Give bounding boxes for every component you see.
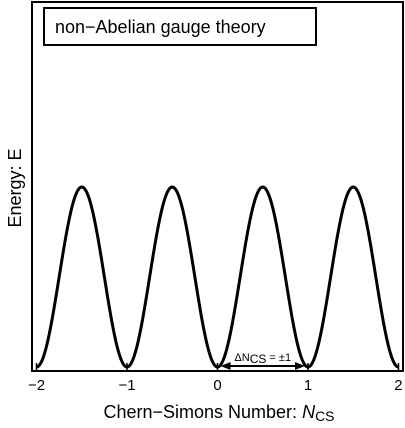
x-axis-ticks — [35, 363, 400, 371]
annotation-arrow-head-right — [294, 362, 305, 370]
delta-ncs-annotation: ΔNCS = ±1 — [220, 352, 305, 370]
energy-curve — [36, 185, 399, 369]
plot-frame — [31, 1, 404, 372]
legend-box: non−Abelian gauge theory — [43, 7, 317, 46]
x-tick-label: −2 — [28, 377, 45, 394]
x-axis-title: Chern−Simons Number: NCS — [103, 402, 334, 424]
chart-title: non−Abelian gauge theory — [55, 17, 266, 37]
plot-border — [31, 1, 404, 372]
x-tick-label: 0 — [213, 377, 221, 394]
x-tick-label: 1 — [304, 377, 312, 394]
x-tick-label: −1 — [118, 377, 135, 394]
annotation-arrow-head-left — [220, 362, 231, 370]
annotation-label: ΔNCS = ±1 — [234, 352, 291, 366]
y-axis-title: Energy: E — [5, 148, 25, 227]
x-tick-label: 2 — [394, 377, 402, 394]
x-axis-tick-labels: −2 −1 0 1 2 — [28, 377, 403, 394]
